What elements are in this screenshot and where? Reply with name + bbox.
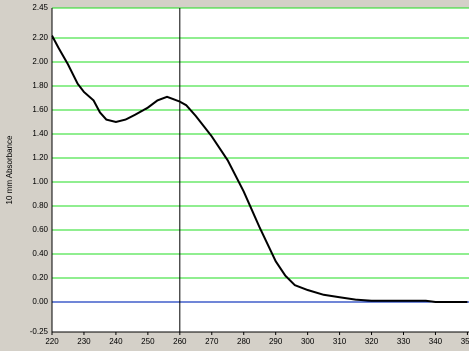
y-tick-label: 0.80 — [32, 201, 48, 210]
x-tick-label: 340 — [429, 337, 443, 346]
x-tick-label: 330 — [397, 337, 411, 346]
y-tick-label: 0.20 — [32, 273, 48, 282]
y-tick-label: 2.20 — [32, 33, 48, 42]
data-line — [51, 35, 468, 303]
x-tick-label: 220 — [45, 337, 59, 346]
y-tick-label: -0.25 — [30, 327, 49, 336]
y-tick-label: 0.60 — [32, 225, 48, 234]
x-tick-label: 300 — [301, 337, 315, 346]
x-tick-label: 240 — [109, 337, 123, 346]
x-tick-label: 270 — [205, 337, 219, 346]
plot-area — [52, 8, 469, 332]
x-tick-label: 280 — [237, 337, 251, 346]
y-tick-label: 0.40 — [32, 249, 48, 258]
x-tick-label: 290 — [269, 337, 283, 346]
x-tick-label: 320 — [365, 337, 379, 346]
y-tick-label: 1.80 — [32, 81, 48, 90]
y-tick-label: 2.45 — [32, 3, 48, 12]
x-tick-label: 260 — [173, 337, 187, 346]
x-tick-label: 250 — [141, 337, 155, 346]
y-tick-label: 2.00 — [32, 57, 48, 66]
y-tick-label: 1.00 — [32, 177, 48, 186]
x-tick-label: 350 — [461, 337, 469, 346]
y-tick-label: 1.20 — [32, 153, 48, 162]
y-tick-label: 1.40 — [32, 129, 48, 138]
y-tick-label: 1.60 — [32, 105, 48, 114]
x-tick-label: 310 — [333, 337, 347, 346]
y-tick-label: 0.00 — [32, 297, 48, 306]
y-axis-label: 10 mm Absorbance — [5, 135, 14, 204]
x-tick-label: 230 — [77, 337, 91, 346]
